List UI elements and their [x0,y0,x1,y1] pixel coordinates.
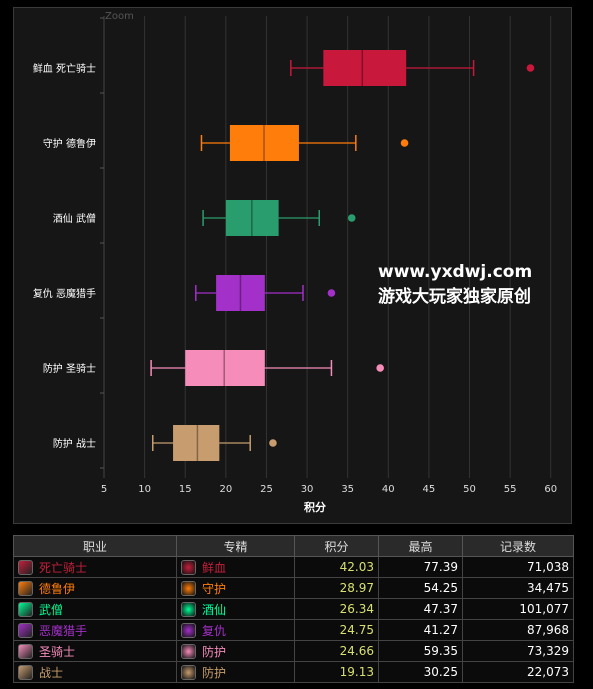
class-name[interactable]: 战士 [39,665,64,680]
watermark-url: www.yxdwj.com [378,262,533,282]
x-tick-label: 50 [463,484,476,495]
score-value: 42.03 [339,560,374,574]
class-name[interactable]: 圣骑士 [39,644,76,659]
score-value: 24.66 [339,644,374,658]
class-name[interactable]: 德鲁伊 [39,581,76,596]
chart-panel: Zoom 5 10 15 20 25 30 35 40 45 50 55 60 积分 鲜血 死亡骑士守护 … [13,7,572,524]
box [185,350,265,386]
category-label: 守护 德鲁伊 [43,137,96,150]
category-label: 防护 圣骑士 [43,362,96,375]
paladin-icon [18,643,33,659]
x-tick-label: 35 [341,484,354,495]
score-value: 26.34 [339,602,374,616]
zoom-label[interactable]: Zoom [105,11,134,22]
table-row: 德鲁伊 守护 28.97 54.25 34,475 [13,577,574,599]
x-tick-label: 45 [423,484,436,495]
max-value: 77.39 [423,560,458,574]
box [173,425,220,461]
header-max[interactable]: 最高 [378,535,463,557]
score-value: 28.97 [339,581,374,595]
demon-hunter-icon [18,622,33,638]
table-row: 武僧 酒仙 26.34 47.37 101,077 [13,598,574,620]
header-score[interactable]: 积分 [294,535,379,557]
druid-icon [18,580,33,596]
count-value: 101,077 [519,602,569,616]
table-header-row: 职业 专精 积分 最高 记录数 [13,535,574,557]
category-label: 复仇 恶魔猎手 [33,287,96,300]
x-tick-label: 5 [101,484,107,495]
score-value: 24.75 [339,623,374,637]
stats-table: 职业 专精 积分 最高 记录数 死亡骑士 鲜血 42.03 77.39 71,038 德鲁… [13,535,574,683]
count-value: 87,968 [527,623,569,637]
outlier-point [327,289,336,297]
x-tick-label: 55 [504,484,517,495]
monk-icon [18,601,33,617]
category-label: 酒仙 武僧 [53,212,96,225]
x-tick-label: 30 [301,484,314,495]
spec-name: 防护 [202,665,227,680]
outlier-point [347,214,356,222]
score-value: 19.13 [339,665,374,679]
count-value: 73,329 [527,644,569,658]
max-value: 41.27 [423,623,458,637]
box [216,275,265,311]
max-value: 47.37 [423,602,458,616]
table-row: 战士 防护 19.13 30.25 22,073 [13,661,574,683]
spec-name: 防护 [202,644,227,659]
brewmaster-spec-icon [181,601,196,617]
count-value: 22,073 [527,665,569,679]
category-label: 防护 战士 [53,437,96,450]
max-value: 54.25 [423,581,458,595]
header-spec[interactable]: 专精 [176,535,295,557]
vengeance-spec-icon [181,622,196,638]
outlier-point [376,364,384,372]
category-label: 鲜血 死亡骑士 [33,62,96,75]
x-tick-label: 40 [382,484,395,495]
spec-name: 守护 [202,581,227,596]
spec-name: 复仇 [202,623,227,638]
protection-paladin-spec-icon [181,643,196,659]
x-axis-label: 积分 [304,500,326,514]
watermark: www.yxdwj.com 游戏大玩家独家原创 [378,260,532,310]
outlier-point [269,439,277,447]
x-tick-label: 20 [219,484,232,495]
header-class[interactable]: 职业 [13,535,177,557]
guardian-spec-icon [181,580,196,596]
death-knight-icon [18,559,33,575]
box [225,200,279,236]
x-tick-label: 15 [179,484,192,495]
warrior-icon [18,664,33,680]
max-value: 59.35 [423,644,458,658]
x-tick-label: 25 [260,484,273,495]
box [323,50,407,86]
max-value: 30.25 [423,665,458,679]
protection-warrior-spec-icon [181,664,196,680]
box [229,125,299,161]
count-value: 71,038 [527,560,569,574]
blood-spec-icon [181,559,196,575]
spec-name: 酒仙 [202,602,227,617]
header-count[interactable]: 记录数 [462,535,574,557]
x-tick-label: 10 [138,484,151,495]
outlier-point [400,139,409,147]
class-name[interactable]: 武僧 [39,602,64,617]
outlier-point [526,64,535,72]
class-name[interactable]: 恶魔猎手 [39,623,88,638]
table-row: 圣骑士 防护 24.66 59.35 73,329 [13,640,574,662]
spec-name: 鲜血 [202,560,227,575]
x-tick-label: 60 [544,484,557,495]
table-row: 死亡骑士 鲜血 42.03 77.39 71,038 [13,556,574,578]
table-row: 恶魔猎手 复仇 24.75 41.27 87,968 [13,619,574,641]
count-value: 34,475 [527,581,569,595]
class-name[interactable]: 死亡骑士 [39,560,88,575]
watermark-text: 游戏大玩家独家原创 [378,287,531,307]
